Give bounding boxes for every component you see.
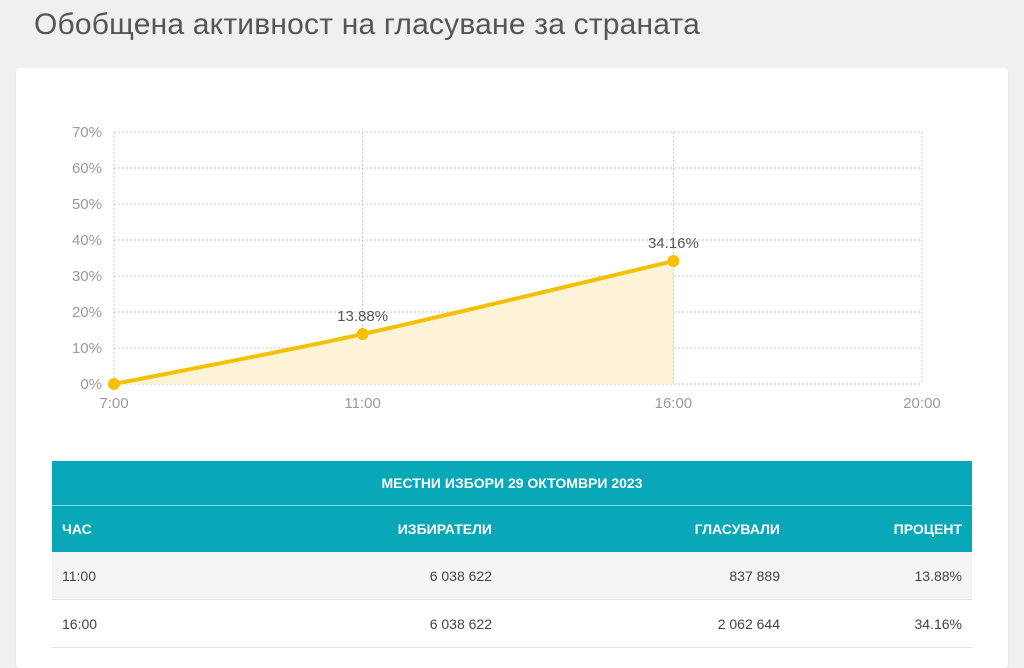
table-title: МЕСТНИ ИЗБОРИ 29 ОКТОМВРИ 2023 — [52, 461, 972, 506]
cell-voters: 6 038 622 — [242, 552, 502, 600]
column-header-voted[interactable]: ГЛАСУВАЛИ — [502, 505, 790, 552]
table-header-row: ЧАС ИЗБИРАТЕЛИ ГЛАСУВАЛИ ПРОЦЕНТ — [52, 505, 972, 552]
cell-percent: 34.16% — [790, 599, 972, 648]
y-tick-label: 60% — [72, 160, 102, 177]
x-tick-label: 7:00 — [99, 395, 128, 412]
column-header-hour[interactable]: ЧАС — [52, 505, 242, 552]
y-tick-label: 0% — [80, 376, 102, 393]
column-header-percent[interactable]: ПРОЦЕНТ — [790, 505, 972, 552]
x-tick-label: 11:00 — [344, 395, 380, 412]
x-tick-label: 16:00 — [655, 395, 693, 412]
cell-voted: 2 062 644 — [502, 599, 790, 648]
table-title-row: МЕСТНИ ИЗБОРИ 29 ОКТОМВРИ 2023 — [52, 461, 972, 506]
cell-hour: 16:00 — [52, 599, 242, 648]
y-tick-label: 70% — [72, 124, 102, 141]
cell-voters: 6 038 622 — [242, 599, 502, 648]
turnout-table: МЕСТНИ ИЗБОРИ 29 ОКТОМВРИ 2023 ЧАС ИЗБИР… — [52, 461, 972, 648]
turnout-chart: 0% 10% 20% 30% 40% 50% 60% 70% 7:00 11:00 16:00 20:… — [72, 124, 941, 412]
cell-hour: 11:00 — [52, 552, 242, 600]
area-fill — [114, 261, 674, 384]
y-tick-label: 10% — [72, 340, 102, 357]
page-title: Обобщена активност на гласуване за стран… — [34, 8, 701, 41]
data-point — [108, 378, 120, 390]
y-tick-label: 50% — [72, 196, 102, 213]
cell-percent: 13.88% — [790, 552, 972, 600]
y-tick-label: 40% — [72, 232, 102, 249]
data-label: 34.16% — [648, 235, 699, 252]
turnout-card: 0% 10% 20% 30% 40% 50% 60% 70% 7:00 11:00 16:00 20:… — [16, 68, 1008, 668]
data-point — [667, 255, 680, 268]
y-tick-label: 20% — [72, 304, 102, 321]
data-point — [356, 328, 369, 341]
data-label: 13.88% — [337, 308, 388, 325]
y-tick-label: 30% — [72, 268, 102, 285]
table-row: 16:00 6 038 622 2 062 644 34.16% — [52, 599, 972, 648]
x-tick-label: 20:00 — [903, 395, 941, 412]
column-header-voters[interactable]: ИЗБИРАТЕЛИ — [242, 505, 502, 552]
table-row: 11:00 6 038 622 837 889 13.88% — [52, 552, 972, 600]
cell-voted: 837 889 — [502, 552, 790, 600]
